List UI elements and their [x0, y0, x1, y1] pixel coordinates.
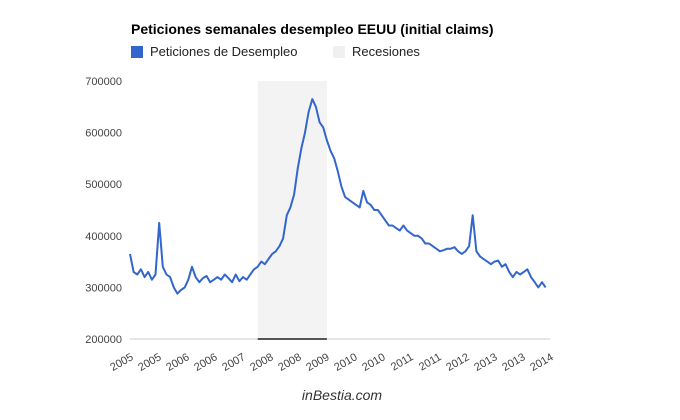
legend-item-recession: Recesiones [333, 44, 420, 59]
x-tick-label: 2010 [332, 351, 359, 374]
chart-title: Peticiones semanales desempleo EEUU (ini… [131, 21, 494, 37]
x-tick-label: 2005 [136, 351, 163, 374]
legend-item-series: Peticiones de Desempleo [131, 44, 297, 59]
x-tick-label: 2008 [276, 351, 303, 374]
y-tick-label: 700000 [85, 76, 122, 88]
x-tick-label: 2006 [164, 351, 191, 374]
x-tick-label: 2013 [500, 351, 527, 374]
legend-swatch-recession [333, 45, 345, 58]
x-tick-label: 2006 [192, 351, 219, 374]
y-tick-label: 400000 [85, 231, 122, 243]
x-tick-label: 2009 [304, 351, 331, 374]
x-tick-label: 2008 [248, 351, 275, 374]
legend-swatch-series [131, 45, 143, 58]
footer-source: inBestia.com [301, 387, 383, 403]
x-tick-label: 2005 [108, 351, 135, 374]
x-tick-label: 2011 [417, 351, 443, 373]
x-tick-label: 2014 [528, 351, 555, 374]
series-line-peticiones [129, 98, 547, 295]
y-tick-label: 600000 [85, 128, 122, 140]
x-tick-label: 2012 [444, 351, 471, 374]
recession-band [257, 81, 327, 339]
x-tick-label: 2007 [220, 351, 247, 374]
y-tick-label: 200000 [85, 334, 122, 346]
legend-label: Recesiones [352, 44, 420, 59]
x-tick-label: 2010 [360, 351, 387, 374]
x-tick-label: 2011 [389, 351, 415, 373]
x-tick-label: 2013 [472, 351, 499, 374]
legend-label: Peticiones de Desempleo [150, 44, 298, 59]
y-tick-label: 500000 [85, 179, 122, 191]
y-tick-label: 300000 [85, 282, 122, 294]
